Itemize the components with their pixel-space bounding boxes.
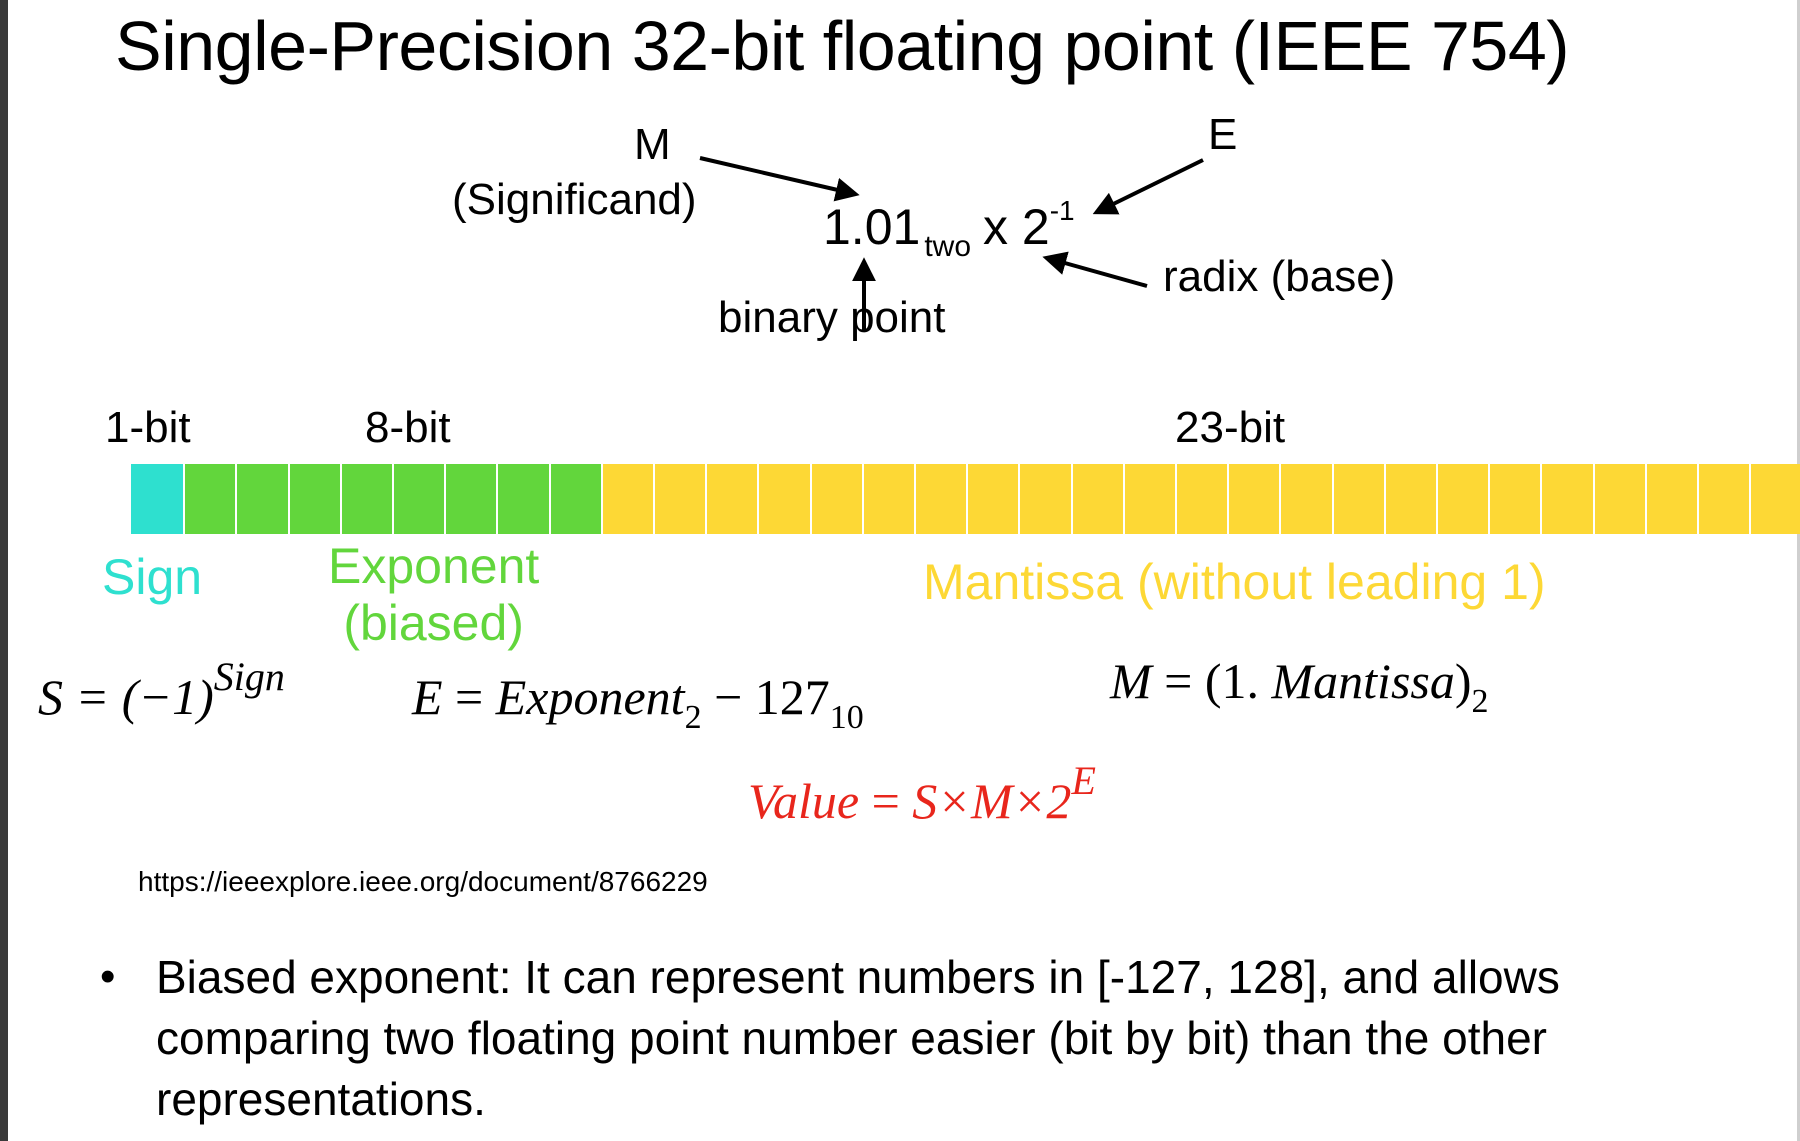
exponent-field-line1: Exponent — [328, 538, 540, 594]
mantissa-field-label: Mantissa (without leading 1) — [923, 554, 1546, 610]
formula-times-base: x 2 — [983, 199, 1050, 255]
mantissa-bit-cell — [1122, 464, 1175, 534]
exponent-bit-cell — [496, 464, 549, 534]
mantissa-bit-cell — [1436, 464, 1489, 534]
formula-mantissa: 1.01 — [823, 199, 921, 255]
mantissa-bit-cell — [1644, 464, 1697, 534]
exponent-bit-cell — [287, 464, 340, 534]
value-equation: Value = S×M×2E — [748, 758, 1096, 830]
exponent-equation: E = Exponent2 − 12710 — [412, 668, 864, 736]
sign-eq-lhs: S = (−1) — [38, 669, 214, 725]
mantissa-bit-cell — [705, 464, 758, 534]
exp-eq-sub2: 10 — [829, 699, 864, 736]
significand-caption: (Significand) — [452, 175, 697, 224]
mantissa-bit-cell — [1488, 464, 1541, 534]
bullet-marker: • — [100, 952, 116, 1001]
slide-title: Single-Precision 32-bit floating point (… — [115, 7, 1570, 85]
mantissa-bit-cell — [809, 464, 862, 534]
exponent-bit-cell — [339, 464, 392, 534]
mantissa-bit-cell — [600, 464, 653, 534]
mantissa-bit-cell — [757, 464, 810, 534]
value-eq-rhs: S×M×2 — [912, 773, 1072, 829]
mantissa-bit-cell — [1279, 464, 1332, 534]
mantissa-bit-cell — [1175, 464, 1228, 534]
exp-eq-var: Exponent — [495, 669, 685, 725]
value-eq-sup: E — [1071, 758, 1096, 803]
mantissa-bit-cell — [1018, 464, 1071, 534]
mantissa-bit-cell — [1070, 464, 1123, 534]
mantissa-bit-cell — [1697, 464, 1750, 534]
exp-eq-rest: − 127 — [701, 669, 830, 725]
exponent-field-line2: (biased) — [343, 595, 524, 651]
mantissa-equation: M = (1. Mantissa)2 — [1110, 652, 1489, 720]
exponent-width-label: 8-bit — [365, 403, 451, 452]
mantissa-bit-cell — [1749, 464, 1800, 534]
value-eq-lhs: Value — [748, 773, 860, 829]
sign-field-label: Sign — [102, 549, 203, 605]
mantissa-bit-cell — [653, 464, 706, 534]
man-eq-close: ) — [1454, 653, 1472, 709]
significand-label: M — [634, 120, 671, 169]
sign-width-label: 1-bit — [105, 403, 191, 452]
sign-equation: S = (−1)Sign — [38, 654, 285, 726]
mantissa-bit-cell — [966, 464, 1019, 534]
radix-label: radix (base) — [1163, 252, 1396, 301]
binary-point-label: binary point — [718, 293, 946, 342]
slide-right-edge — [1797, 0, 1800, 1141]
mantissa-bit-cell — [861, 464, 914, 534]
exp-eq-sub: 2 — [684, 699, 702, 736]
mantissa-width-label: 23-bit — [1175, 403, 1286, 452]
formula-exponent: -1 — [1049, 195, 1075, 226]
formula-base-subscript: two — [924, 230, 972, 263]
bullet-text: Biased exponent: It can represent number… — [156, 951, 1560, 1125]
man-eq-var: Mantissa — [1271, 653, 1455, 709]
reference-link[interactable]: https://ieeexplore.ieee.org/document/876… — [138, 866, 708, 897]
exponent-bit-cell — [444, 464, 497, 534]
significand-arrow — [699, 156, 860, 202]
exponent-field-label: Exponent (biased) — [328, 538, 539, 652]
exponent-arrow — [1092, 158, 1204, 215]
bit-layout-bar — [131, 464, 1800, 534]
exponent-label: E — [1208, 110, 1238, 159]
mantissa-bit-cell — [1383, 464, 1436, 534]
exponent-bit-cell — [392, 464, 445, 534]
mantissa-bit-cell — [1592, 464, 1645, 534]
man-eq-open: = (1. — [1151, 653, 1272, 709]
exp-eq-lhs: E — [412, 669, 443, 725]
sign-bit-cell — [131, 464, 184, 534]
exponent-bit-cell — [548, 464, 601, 534]
slide-left-edge — [0, 0, 8, 1141]
man-eq-lhs: M — [1110, 653, 1152, 709]
exp-eq-equals: = — [442, 669, 496, 725]
mantissa-bit-cell — [914, 464, 967, 534]
man-eq-sub: 2 — [1471, 683, 1489, 720]
mantissa-bit-cell — [1331, 464, 1384, 534]
mantissa-bit-cell — [1227, 464, 1280, 534]
exponent-bit-cell — [235, 464, 288, 534]
sign-eq-sup: Sign — [213, 654, 285, 699]
example-formula: 1.01 two x 2-1 — [823, 195, 1075, 264]
exponent-bit-cell — [183, 464, 236, 534]
value-eq-equals: = — [859, 773, 913, 829]
mantissa-bit-cell — [1540, 464, 1593, 534]
